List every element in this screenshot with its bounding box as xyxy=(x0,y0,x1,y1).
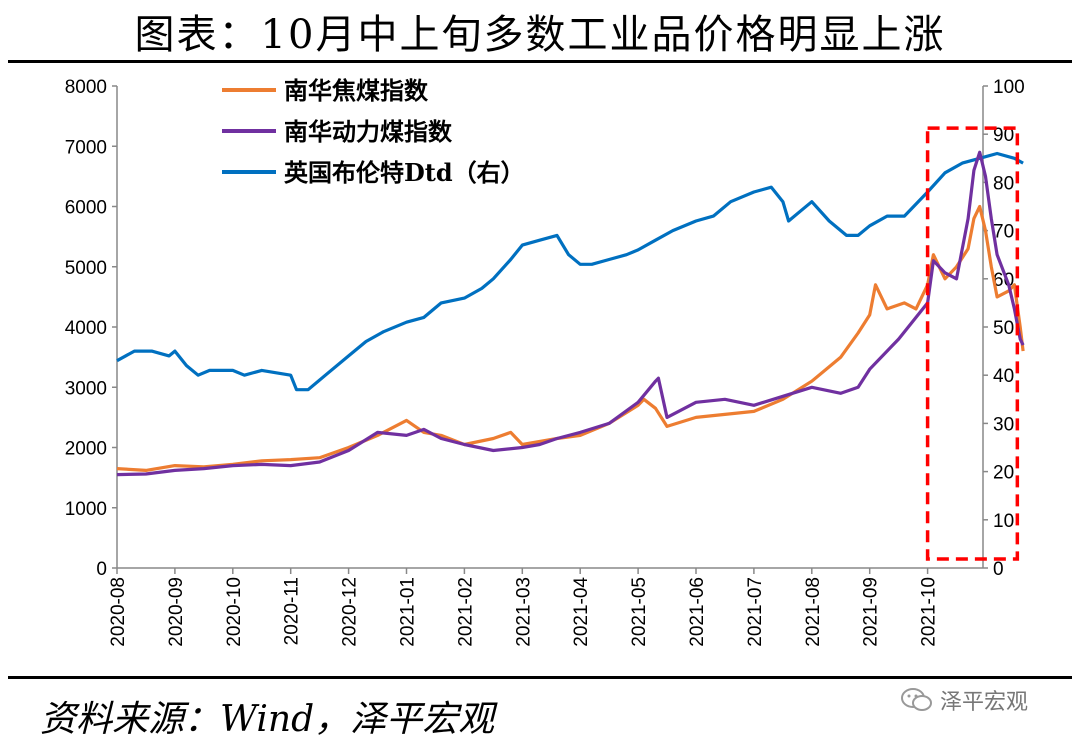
series-line xyxy=(116,204,1025,472)
legend-label: 南华动力煤指数 xyxy=(284,117,453,146)
x-tick-label: 2021-09 xyxy=(861,577,882,647)
y-right-tick-label: 40 xyxy=(993,366,1014,387)
highlight-group xyxy=(925,126,1020,561)
x-tick-label: 2021-03 xyxy=(513,577,534,647)
y-left-tick-label: 4000 xyxy=(65,318,107,339)
series-line xyxy=(116,150,1025,477)
x-tick-label: 2021-01 xyxy=(398,577,419,647)
series-line xyxy=(116,151,1024,392)
x-tick-label: 2021-08 xyxy=(803,577,824,647)
y-left-tick-label: 5000 xyxy=(65,258,107,279)
y-right-tick-label: 30 xyxy=(993,414,1014,435)
chart-title: 图表：10月中上旬多数工业品价格明显上涨 xyxy=(134,12,946,58)
chart-axes: 0 1000 2000 3000 4000 5000 6000 7000 8000 0 10 20 30… xyxy=(65,77,1025,647)
x-tick-label: 2021-04 xyxy=(571,577,592,647)
y-right-tick-label: 50 xyxy=(993,318,1014,339)
x-tick-label: 2020-10 xyxy=(224,577,245,647)
y-right-tick-label: 90 xyxy=(993,125,1014,146)
y-left-tick-label: 6000 xyxy=(65,198,107,219)
chart-series xyxy=(116,150,1025,477)
highlight-box xyxy=(925,126,1020,561)
x-tick-label: 2021-06 xyxy=(687,577,708,647)
x-tick-label: 2021-02 xyxy=(455,577,476,647)
y-right-tick-label: 100 xyxy=(993,77,1025,98)
y-left-tick-label: 7000 xyxy=(65,137,107,158)
watermark-text: 泽平宏观 xyxy=(940,690,1029,715)
x-tick-label: 2021-05 xyxy=(629,577,650,647)
y-left-tick-label: 1000 xyxy=(65,499,107,520)
x-tick-label: 2020-08 xyxy=(108,577,129,647)
y-right-tick-label: 20 xyxy=(993,463,1014,484)
x-tick-label: 2021-07 xyxy=(745,577,766,647)
legend-label: 英国布伦特Dtd（右） xyxy=(284,158,525,187)
x-tick-label: 2020-11 xyxy=(282,577,303,645)
y-left-tick-label: 0 xyxy=(96,559,107,580)
y-right-tick-label: 10 xyxy=(993,511,1014,532)
wechat-icon xyxy=(901,688,932,711)
y-right-tick-label: 0 xyxy=(993,559,1004,580)
legend-label: 南华焦煤指数 xyxy=(284,76,429,105)
y-left-tick-label: 2000 xyxy=(65,439,107,460)
y-right-tick-label: 80 xyxy=(993,173,1014,194)
x-tick-label: 2021-10 xyxy=(919,577,940,647)
source-note: 资料来源：Wind，泽平宏观 xyxy=(40,699,495,740)
title-divider xyxy=(8,60,1072,63)
bottom-divider xyxy=(8,676,1072,679)
y-left-tick-label: 8000 xyxy=(65,77,107,98)
y-left-tick-label: 3000 xyxy=(65,378,107,399)
watermark: 泽平宏观 xyxy=(900,680,1070,720)
x-tick-label: 2020-09 xyxy=(166,577,187,647)
x-tick-label: 2020-12 xyxy=(340,577,361,647)
y-right-tick-label: 70 xyxy=(993,222,1014,243)
